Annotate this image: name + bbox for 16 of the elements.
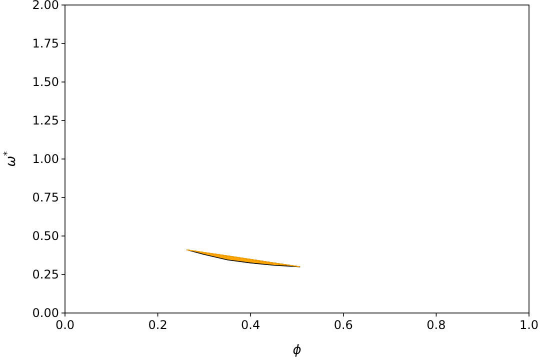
x-tick-label: 1.0 [519, 318, 539, 332]
x-tick-label: 0.4 [241, 318, 260, 332]
x-tick-label: 0.6 [334, 318, 353, 332]
y-tick-label: 0.50 [32, 229, 59, 244]
y-tick-label: 1.25 [32, 114, 59, 128]
y-tick-label: 1.50 [32, 75, 59, 90]
x-tick-label: 0.2 [148, 318, 168, 332]
x-tick-label: 0.8 [426, 318, 446, 332]
y-tick-label: 2.00 [32, 0, 59, 12]
y-tick-label: 1.75 [32, 36, 59, 51]
y-tick-label: 1.00 [32, 152, 59, 166]
x-tick-label: 0.0 [55, 318, 75, 332]
y-tick-label: 0.00 [32, 306, 59, 320]
y-tick-label: 0.25 [32, 268, 59, 282]
x-axis-title: ϕ [292, 343, 302, 358]
y-tick-label: 0.75 [32, 190, 59, 205]
